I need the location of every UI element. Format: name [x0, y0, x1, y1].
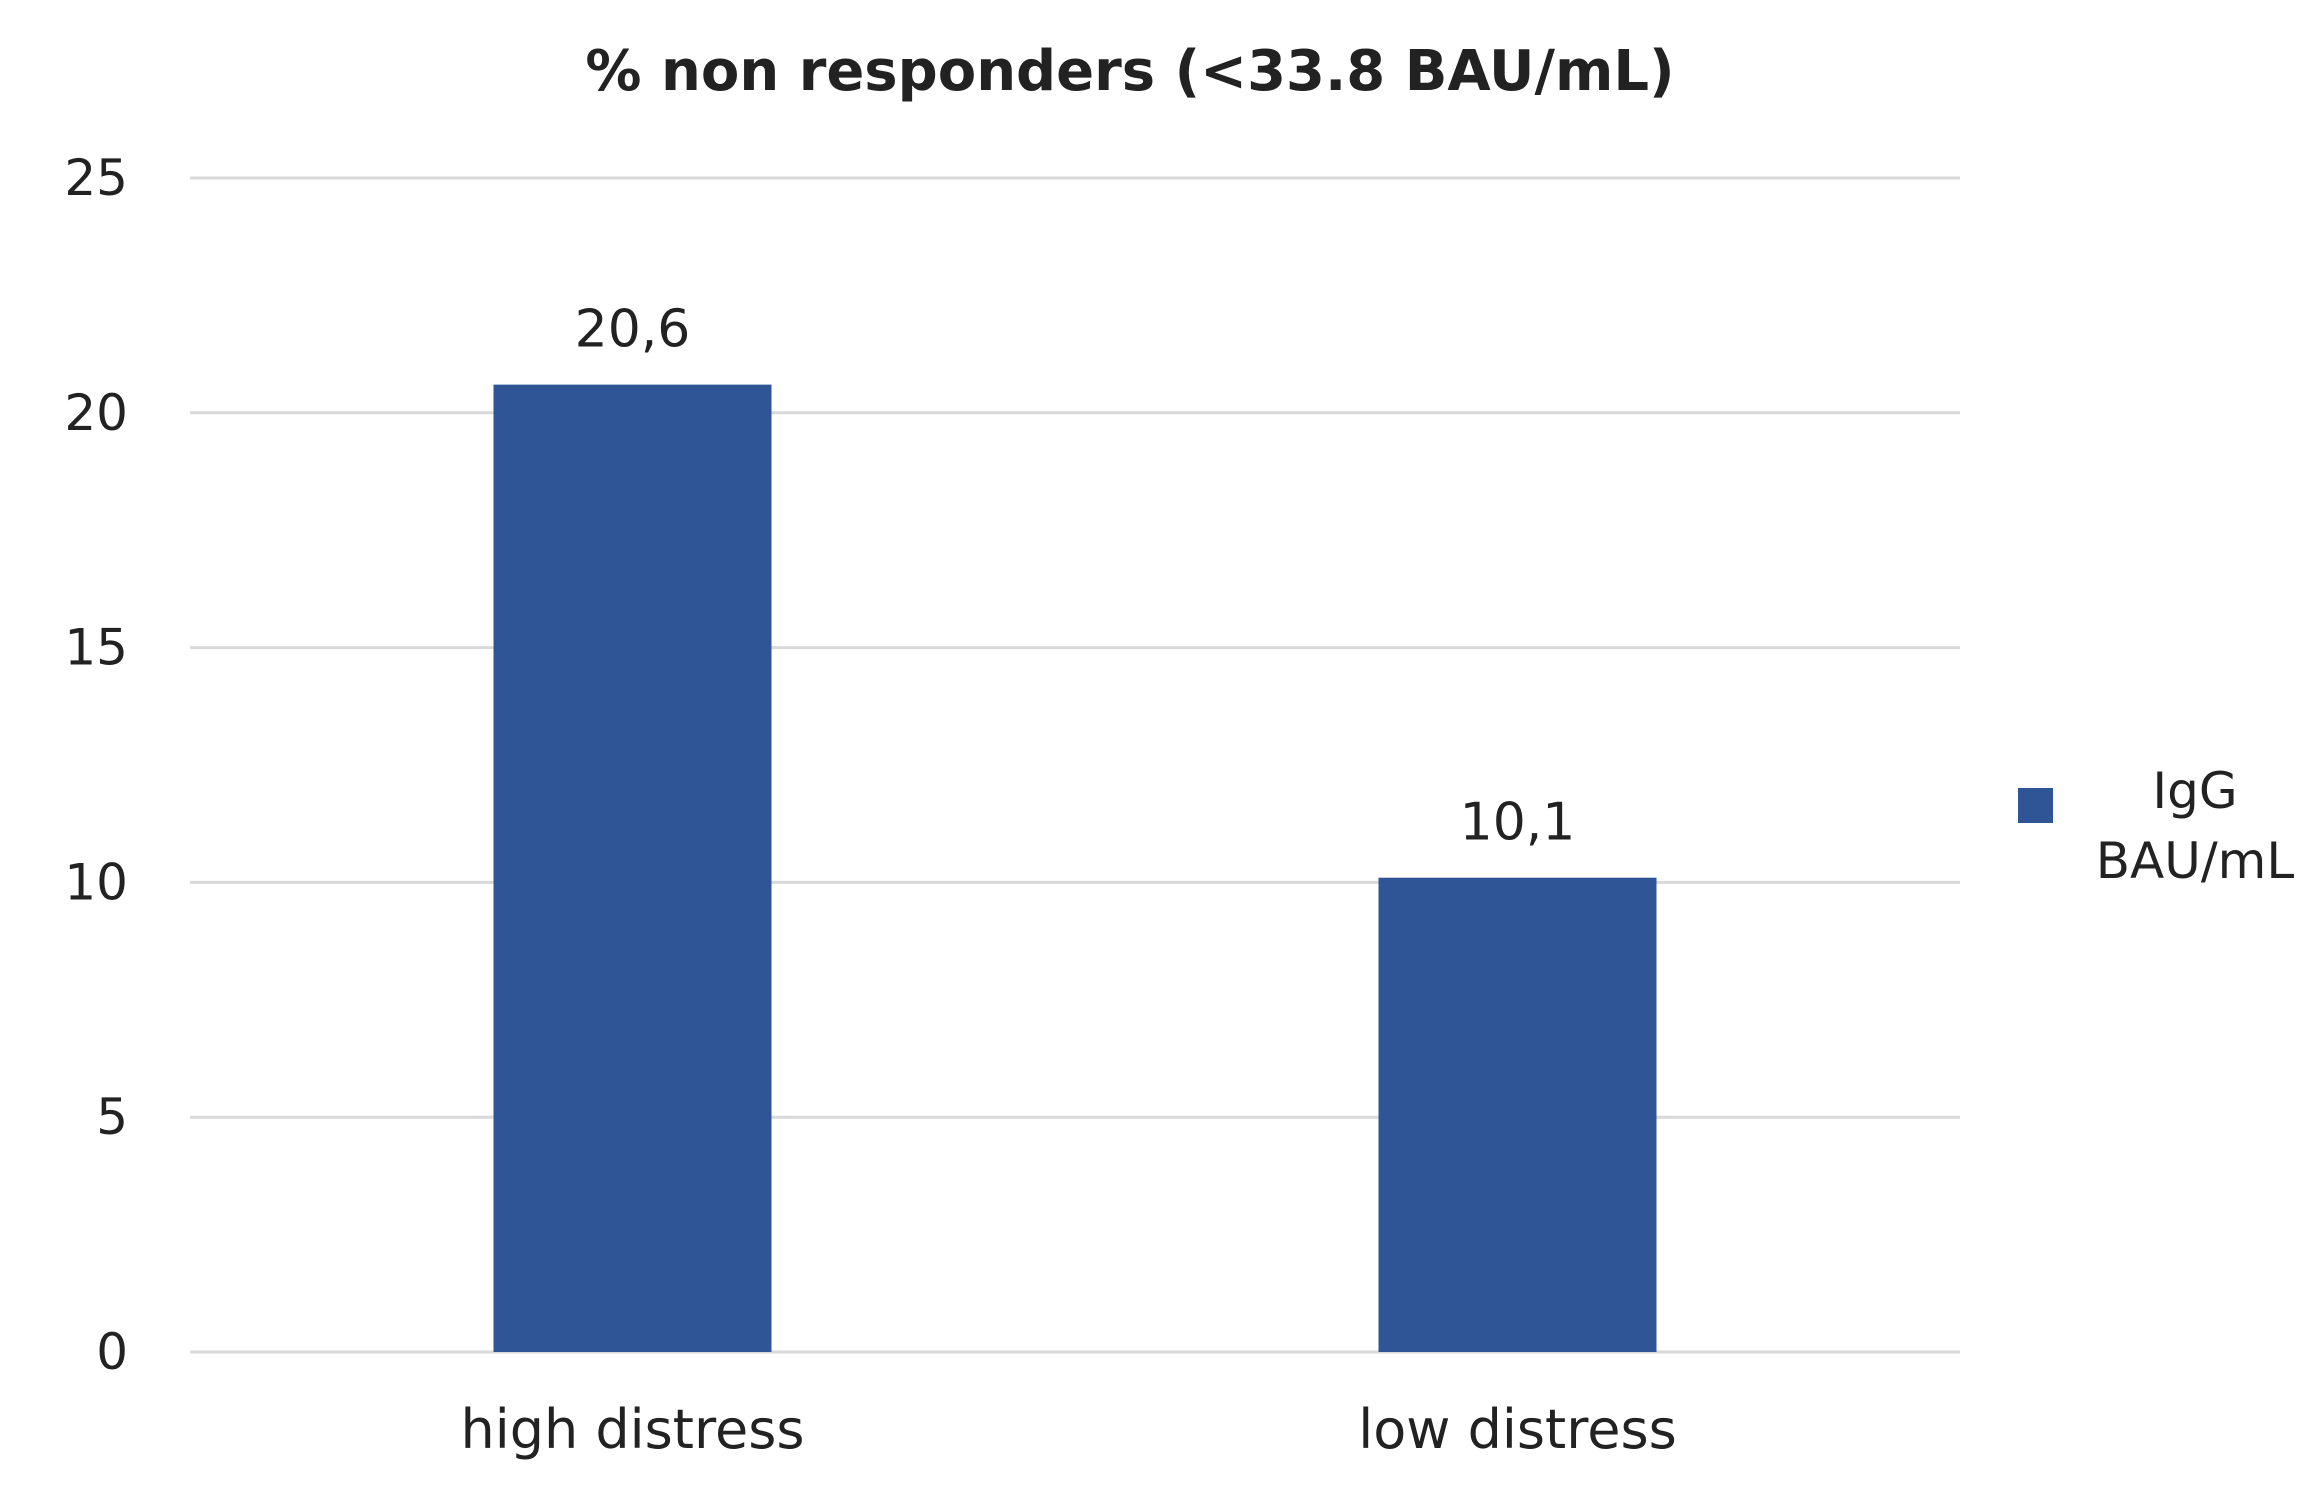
- y-tick-label: 10: [64, 853, 128, 911]
- y-axis-ticks: 0 5 10 15 20 25: [64, 149, 128, 1381]
- legend-label-line-2: BAU/mL: [2096, 832, 2295, 890]
- bar: [493, 384, 772, 1352]
- data-label: 10,1: [1460, 793, 1576, 853]
- y-tick-label: 5: [96, 1088, 128, 1146]
- y-tick-label: 20: [64, 384, 128, 442]
- bar: [1378, 877, 1657, 1352]
- data-labels: 20,6 10,1: [575, 300, 1576, 853]
- y-tick-label: 15: [64, 619, 128, 677]
- chart-title: % non responders (<33.8 BAU/mL): [585, 39, 1674, 104]
- y-tick-label: 0: [96, 1323, 128, 1381]
- category-label: low distress: [1358, 1398, 1676, 1461]
- x-axis-labels: high distress low distress: [461, 1398, 1677, 1461]
- data-label: 20,6: [575, 300, 691, 360]
- legend-label-line-1: IgG: [2152, 762, 2237, 820]
- y-tick-label: 25: [64, 149, 128, 207]
- legend-swatch: [2018, 788, 2053, 823]
- bars: [493, 384, 1657, 1352]
- category-label: high distress: [461, 1398, 805, 1461]
- legend: IgG BAU/mL: [2018, 762, 2294, 890]
- gridlines: [190, 176, 1960, 1354]
